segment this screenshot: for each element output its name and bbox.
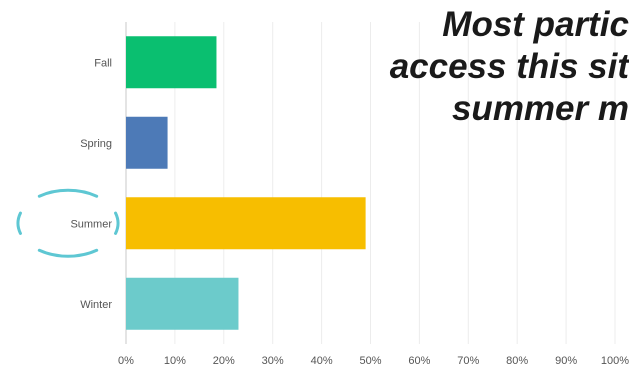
highlight-arc	[37, 248, 99, 258]
x-tick-label: 70%	[457, 355, 479, 367]
x-tick-label: 100%	[601, 355, 629, 367]
x-tick-label: 90%	[555, 355, 577, 367]
annotation-line-2: access this sit	[389, 47, 629, 86]
highlight-arc	[114, 211, 120, 235]
x-tick-label: 20%	[213, 355, 235, 367]
highlight-circle	[16, 188, 120, 258]
bar-summer	[126, 197, 366, 250]
x-tick-labels: 0% 10% 20% 30% 40% 50% 60% 70% 80% 90% 100%	[118, 355, 629, 367]
x-tick-label: 40%	[311, 355, 333, 367]
annotation-text: Most partic access this sit summer m	[329, 4, 629, 130]
bar-spring	[126, 116, 168, 169]
category-label-winter: Winter	[80, 299, 112, 311]
highlight-arc	[16, 211, 22, 235]
annotation-line-3: summer m	[451, 89, 629, 128]
bars-group	[126, 36, 366, 330]
x-tick-label: 30%	[262, 355, 284, 367]
x-tick-label: 60%	[408, 355, 430, 367]
x-tick-label: 10%	[164, 355, 186, 367]
annotation-line-1: Most partic	[442, 5, 629, 44]
category-labels: Fall Spring Summer Winter	[70, 57, 112, 311]
bar-fall	[126, 36, 217, 89]
category-label-fall: Fall	[94, 57, 112, 69]
category-label-summer: Summer	[70, 218, 112, 230]
bar-winter	[126, 277, 239, 330]
highlight-arc	[37, 188, 99, 198]
x-tick-label: 0%	[118, 355, 134, 367]
category-label-spring: Spring	[80, 138, 112, 150]
x-tick-label: 50%	[359, 355, 381, 367]
x-tick-label: 80%	[506, 355, 528, 367]
